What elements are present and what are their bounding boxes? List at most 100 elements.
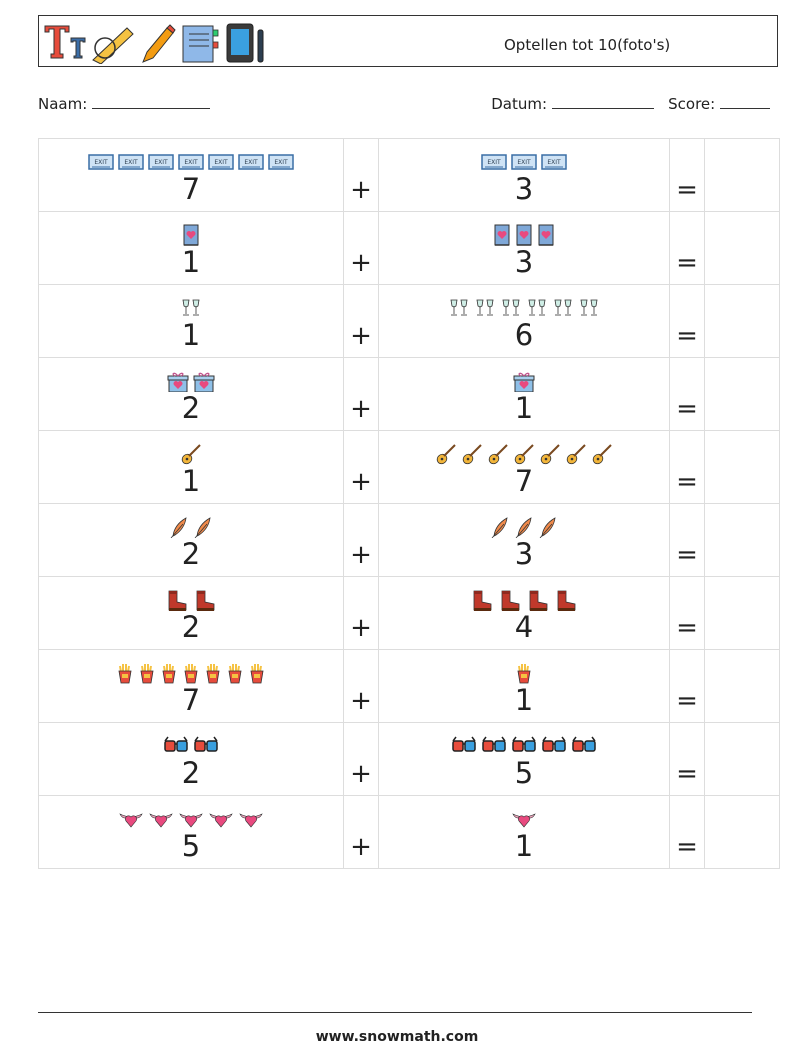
winged-heart-icon — [512, 813, 536, 828]
second-addend-cell: 6 — [378, 284, 670, 358]
first-addend-pictures — [39, 442, 343, 466]
guitar-icon — [436, 444, 456, 465]
date-score-field: Datum: Score: — [491, 94, 770, 113]
first-addend-number: 1 — [181, 245, 201, 279]
answer-cell[interactable] — [704, 357, 780, 431]
first-addend-number: 2 — [181, 756, 201, 790]
boot-icon — [196, 590, 215, 611]
fries-icon — [140, 664, 154, 684]
plus-sign: + — [350, 686, 372, 716]
svg-text:EXIT: EXIT — [184, 159, 198, 166]
second-addend-number: 5 — [514, 756, 534, 790]
second-addend-cell: 3 — [378, 211, 670, 285]
name-blank[interactable] — [92, 94, 211, 109]
svg-text:EXIT: EXIT — [274, 159, 288, 166]
answer-cell[interactable] — [704, 722, 780, 796]
plus-cell: + — [343, 211, 379, 285]
svg-text:EXIT: EXIT — [94, 159, 108, 166]
first-addend-pictures — [39, 807, 343, 831]
first-addend-pictures — [39, 515, 343, 539]
problem-row: 2 +4 = — [38, 576, 780, 650]
3d-glasses-icon — [194, 736, 218, 752]
answer-cell[interactable] — [704, 284, 780, 358]
first-addend-cell: 1 — [38, 430, 344, 504]
champagne-glasses-icon — [182, 299, 200, 316]
fries-icon — [162, 664, 176, 684]
heart-book-icon — [516, 224, 532, 246]
first-addend-number: 5 — [181, 829, 201, 863]
second-addend-cell: 1 — [378, 649, 670, 723]
answer-cell[interactable] — [704, 430, 780, 504]
equals-cell: = — [669, 795, 705, 869]
tablet-icon — [226, 23, 264, 63]
plus-sign: + — [350, 540, 372, 570]
second-addend-cell: 3 — [378, 503, 670, 577]
exit-sign-icon: EXIT — [148, 154, 174, 170]
addition-table: EXIT EXIT EXIT EXIT EXIT EXIT EXIT 7 + EXIT EXIT EX… — [38, 138, 780, 869]
champagne-glasses-icon — [554, 299, 572, 316]
first-addend-cell: 1 — [38, 284, 344, 358]
second-addend-number: 1 — [514, 683, 534, 717]
second-addend-pictures — [379, 807, 669, 831]
guitar-icon — [514, 444, 534, 465]
second-addend-pictures — [379, 734, 669, 758]
problem-row: 7 +1 = — [38, 649, 780, 723]
champagne-glasses-icon — [502, 299, 520, 316]
second-addend-number: 3 — [514, 172, 534, 206]
3d-glasses-icon — [164, 736, 188, 752]
plus-cell: + — [343, 576, 379, 650]
second-addend-number: 1 — [514, 829, 534, 863]
answer-cell[interactable] — [704, 795, 780, 869]
exit-sign-icon: EXIT — [178, 154, 204, 170]
second-addend-cell: 5 — [378, 722, 670, 796]
second-addend-number: 4 — [514, 610, 534, 644]
heart-book-icon — [538, 224, 554, 246]
fries-icon — [184, 664, 198, 684]
boot-icon — [501, 590, 520, 611]
feather-quill-icon — [539, 517, 556, 538]
problem-row: 1 +7 = — [38, 430, 780, 504]
first-addend-cell: 5 — [38, 795, 344, 869]
second-addend-pictures — [379, 369, 669, 393]
first-addend-pictures — [39, 369, 343, 393]
equals-sign: = — [676, 248, 698, 278]
score-label: Score: — [668, 95, 716, 113]
first-addend-cell: 1 — [38, 211, 344, 285]
answer-cell[interactable] — [704, 503, 780, 577]
feather-quill-icon — [194, 517, 211, 538]
header-icons — [44, 23, 264, 64]
exit-sign-icon: EXIT — [88, 154, 114, 170]
plus-sign: + — [350, 321, 372, 351]
answer-cell[interactable] — [704, 649, 780, 723]
feather-quill-icon — [170, 517, 187, 538]
plus-cell: + — [343, 284, 379, 358]
3d-glasses-icon — [542, 736, 566, 752]
answer-cell[interactable] — [704, 211, 780, 285]
second-addend-number: 3 — [514, 245, 534, 279]
answer-cell[interactable] — [704, 576, 780, 650]
second-addend-cell: 1 — [378, 795, 670, 869]
info-row: Naam: Datum: Score: — [38, 94, 778, 114]
equals-sign: = — [676, 321, 698, 351]
winged-heart-icon — [209, 813, 233, 828]
svg-text:EXIT: EXIT — [517, 159, 531, 166]
second-addend-pictures — [379, 442, 669, 466]
champagne-glasses-icon — [450, 299, 468, 316]
second-addend-pictures — [379, 661, 669, 685]
first-addend-cell: 2 — [38, 576, 344, 650]
date-blank[interactable] — [551, 94, 654, 109]
equals-cell: = — [669, 430, 705, 504]
score-blank[interactable] — [720, 94, 770, 109]
first-addend-number: 7 — [181, 683, 201, 717]
fries-icon — [206, 664, 220, 684]
first-addend-pictures — [39, 296, 343, 320]
fries-icon — [228, 664, 242, 684]
equals-cell: = — [669, 211, 705, 285]
plus-sign: + — [350, 613, 372, 643]
second-addend-number: 1 — [514, 391, 534, 425]
equals-cell: = — [669, 649, 705, 723]
guitar-icon — [181, 444, 201, 465]
answer-cell[interactable] — [704, 138, 780, 212]
equals-sign: = — [676, 686, 698, 716]
problem-row: 1 +3 = — [38, 211, 780, 285]
